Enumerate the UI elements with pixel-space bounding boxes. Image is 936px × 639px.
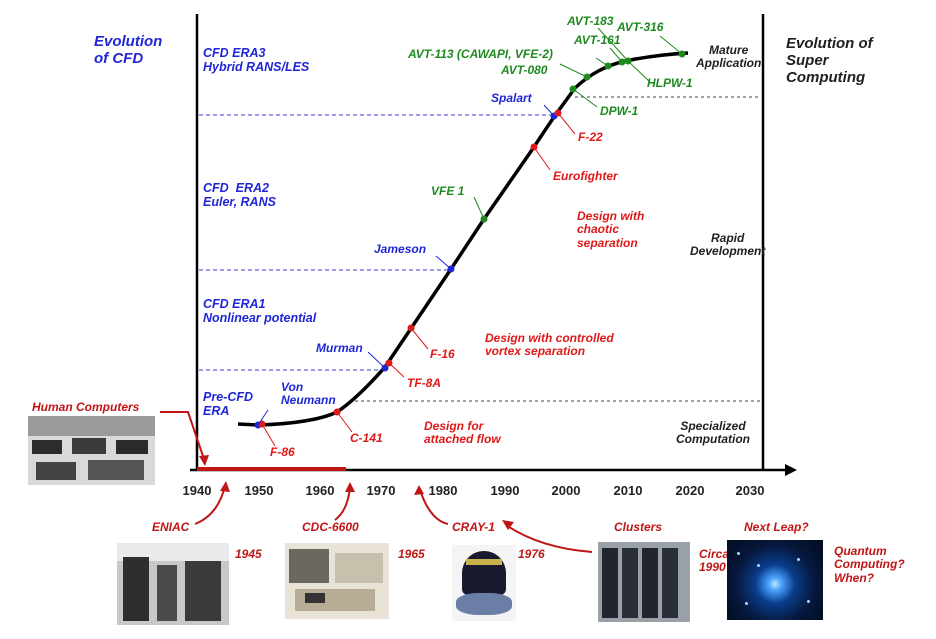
time-axis-arrow <box>785 464 797 476</box>
clusters-year: Circa 1990 <box>699 547 730 575</box>
tick-label: 2010 <box>613 483 643 498</box>
avt161-label: AVT-161 <box>574 33 621 47</box>
f22-label: F-22 <box>578 130 603 144</box>
eniac-year: 1945 <box>235 547 262 561</box>
red-arrowheads <box>199 455 514 530</box>
dpw1-label: DPW-1 <box>600 104 639 118</box>
tick-label: 2000 <box>551 483 581 498</box>
specialized-label: Specialized Computation <box>676 419 750 447</box>
tick-label: 1980 <box>428 483 458 498</box>
quantum-photo <box>727 540 823 620</box>
spalart-label: Spalart <box>491 91 532 105</box>
tick-label: 1940 <box>182 483 212 498</box>
von-neumann-label: Von Neumann <box>281 380 336 408</box>
tick-label: 1970 <box>366 483 396 498</box>
c141-label: C-141 <box>350 431 383 445</box>
era3-label: CFD ERA3 Hybrid RANS/LES <box>203 46 310 74</box>
rapid-label: Rapid Development <box>690 231 766 259</box>
left-title: Evolution of CFD <box>94 33 163 67</box>
era2-label: CFD ERA2 Euler, RANS <box>203 181 276 209</box>
tick-label: 2030 <box>735 483 765 498</box>
hlpw1-label: HLPW-1 <box>647 76 693 90</box>
vortex-note: Design with controlled vortex separation <box>485 331 614 359</box>
clusters-label: Clusters <box>614 520 663 534</box>
murman-label: Murman <box>316 341 363 355</box>
eniac-photo <box>117 543 229 625</box>
clusters-photo <box>598 542 690 622</box>
cray1-label: CRAY-1 <box>452 520 495 534</box>
f86-label: F-86 <box>270 445 295 459</box>
tick-label: 1960 <box>305 483 335 498</box>
cray1-photo <box>452 545 516 621</box>
vfe1-label: VFE 1 <box>431 184 465 198</box>
right-title: Evolution of Super Computing <box>786 35 873 86</box>
era1-label: CFD ERA1 Nonlinear potential <box>203 297 317 325</box>
cdc6600-year: 1965 <box>398 547 425 561</box>
avt080-label: AVT-080 <box>501 63 548 77</box>
cdc6600-label: CDC-6600 <box>302 520 359 534</box>
avt183-label: AVT-183 <box>567 14 614 28</box>
cdc6600-photo <box>285 543 389 619</box>
f16-label: F-16 <box>430 347 455 361</box>
tick-label: 1990 <box>490 483 520 498</box>
chaotic-note: Design with chaotic separation <box>577 209 645 250</box>
mature-label: Mature Application <box>696 43 762 71</box>
cray1-year: 1976 <box>518 547 545 561</box>
next-leap-label: Next Leap? <box>744 520 809 534</box>
eniac-label: ENIAC <box>152 520 190 534</box>
tick-label: 2020 <box>675 483 705 498</box>
human-computers-photo <box>28 416 155 485</box>
jameson-label: Jameson <box>374 242 427 256</box>
human-computers-label: Human Computers <box>32 400 140 414</box>
avt316-label: AVT-316 <box>617 20 664 34</box>
quantum-caption: Quantum Computing? When? <box>834 544 905 585</box>
tick-label: 1950 <box>244 483 274 498</box>
avt113-label: AVT-113 (CAWAPI, VFE-2) <box>408 47 553 61</box>
pre-cfd-label: Pre-CFD ERA <box>203 390 254 418</box>
attached-note: Design for attached flow <box>424 419 501 447</box>
leader-lines <box>257 27 683 447</box>
tf8a-label: TF-8A <box>407 376 441 390</box>
eurofighter-label: Eurofighter <box>553 169 618 183</box>
